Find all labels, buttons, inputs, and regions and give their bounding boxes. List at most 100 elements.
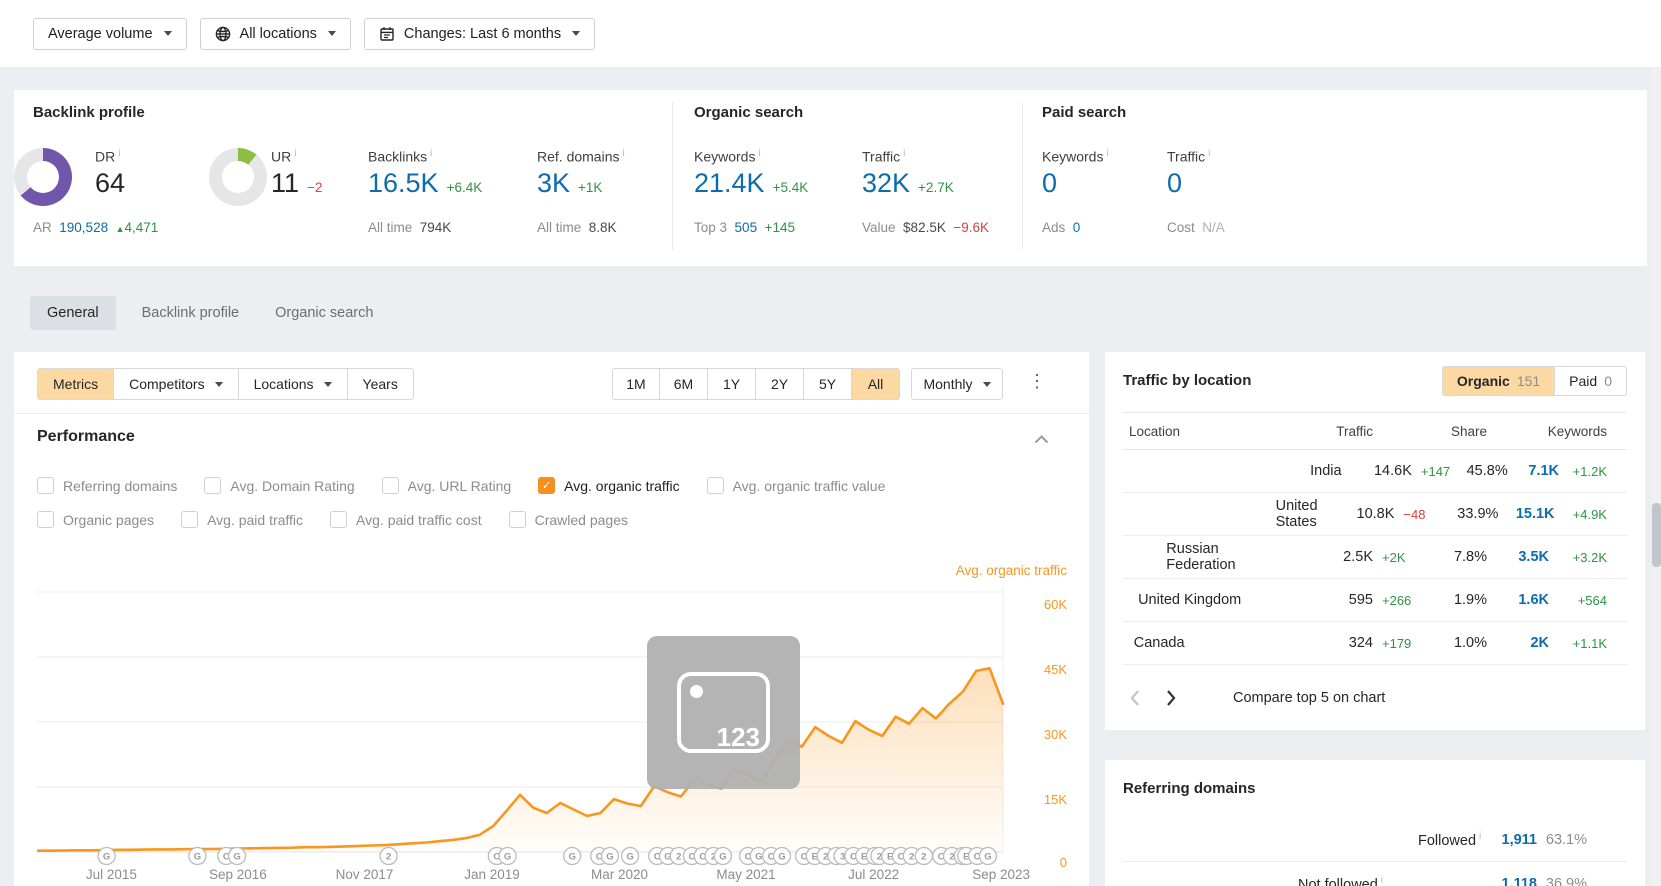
prev-page-chevron-left-icon[interactable] <box>1129 689 1141 707</box>
next-page-chevron-right-icon[interactable] <box>1165 689 1177 707</box>
info-icon[interactable]: i <box>758 148 760 159</box>
average-volume-dropdown[interactable]: Average volume <box>33 18 187 50</box>
scrollbar-track[interactable] <box>1652 67 1661 886</box>
google-update-marker[interactable]: 2 <box>915 848 932 865</box>
info-icon[interactable]: i <box>622 148 624 159</box>
performance-chart[interactable]: 60K45K30K15K0GGCG2CGGCGGCG2CC2GCGCGCE2A3… <box>37 557 1070 883</box>
info-icon[interactable]: i <box>118 148 120 159</box>
traffic-by-location-panel: Traffic by location Organic 151 Paid 0 L… <box>1105 352 1645 730</box>
more-options-icon[interactable]: ⋮ <box>1028 372 1046 390</box>
google-update-marker[interactable]: G <box>564 848 581 865</box>
all-locations-dropdown[interactable]: All locations <box>200 18 351 50</box>
overview-tabs: General Backlink profile Organic search <box>30 294 383 332</box>
google-update-marker[interactable]: 2 <box>380 848 397 865</box>
location-traffic-change: −48 <box>1394 507 1442 522</box>
info-icon[interactable]: i <box>1479 831 1481 842</box>
tab-organic-search[interactable]: Organic search <box>265 296 383 330</box>
organic-traffic-chart-canvas[interactable]: 60K45K30K15K0GGCG2CGGCGGCG2CC2GCGCGCE2A3… <box>37 557 1070 883</box>
google-update-marker[interactable]: G <box>229 848 246 865</box>
ads-value[interactable]: 0 <box>1073 220 1081 235</box>
info-icon[interactable]: i <box>294 148 296 159</box>
location-traffic: 595 <box>1288 592 1373 608</box>
location-keywords[interactable]: 15.1K <box>1498 506 1554 522</box>
metric-checkbox-avg-paid-traffic[interactable]: Avg. paid traffic <box>181 511 303 528</box>
range-1m-button[interactable]: 1M <box>612 368 660 400</box>
range-5y-button[interactable]: 5Y <box>804 368 852 400</box>
ref-domains-stat: Ref. domainsi 3K+1K All time 8.8K <box>537 148 625 199</box>
row-value[interactable]: 1,118 <box>1502 876 1538 886</box>
range-2y-button[interactable]: 2Y <box>756 368 804 400</box>
info-icon[interactable]: i <box>1208 148 1210 159</box>
location-name: Canada <box>1134 635 1288 651</box>
chevron-down-icon <box>215 382 223 387</box>
ar-value[interactable]: 190,528 <box>59 220 108 235</box>
location-traffic-change: +147 <box>1412 464 1457 479</box>
divider <box>14 413 1089 414</box>
collapse-chevron-up-icon[interactable] <box>1034 432 1049 447</box>
location-share: 33.9% <box>1442 506 1498 522</box>
svg-text:G: G <box>103 851 110 862</box>
info-icon[interactable]: i <box>1106 148 1108 159</box>
location-keywords[interactable]: 1.6K <box>1487 592 1549 608</box>
backlinks-value[interactable]: 16.5K <box>368 168 439 198</box>
metric-checkbox-avg-organic-traffic-value[interactable]: Avg. organic traffic value <box>707 477 886 494</box>
metric-checkbox-avg-paid-traffic-cost[interactable]: Avg. paid traffic cost <box>330 511 482 528</box>
google-update-marker[interactable]: G <box>98 848 115 865</box>
metric-checkbox-avg-organic-traffic[interactable]: ✓Avg. organic traffic <box>538 477 679 494</box>
filter-metrics-button[interactable]: Metrics <box>37 368 114 400</box>
google-update-marker[interactable]: G <box>714 848 731 865</box>
organic-traffic-stat: Traffici 32K+2.7K Value $82.5K −9.6K <box>862 148 954 199</box>
google-update-marker[interactable]: G <box>602 848 619 865</box>
image-placeholder-watermark: 123 <box>647 636 800 789</box>
referring-domains-title: Referring domains <box>1123 780 1256 797</box>
google-update-marker[interactable]: G <box>979 848 996 865</box>
filter-years-button[interactable]: Years <box>348 368 414 400</box>
metric-checkbox-crawled-pages[interactable]: Crawled pages <box>509 511 628 528</box>
google-update-marker[interactable]: G <box>774 848 791 865</box>
range-all-button[interactable]: All <box>852 368 900 400</box>
filter-locations-button[interactable]: Locations <box>239 368 348 400</box>
location-keywords[interactable]: 7.1K <box>1508 463 1559 479</box>
compare-top5-link[interactable]: Compare top 5 on chart <box>1233 690 1385 706</box>
paid-keywords-value: 0 <box>1042 168 1057 198</box>
toggle-organic-button[interactable]: Organic 151 <box>1443 367 1554 395</box>
row-value[interactable]: 1,911 <box>1502 832 1538 848</box>
location-keywords-change: +4.9K <box>1555 507 1607 522</box>
top3-value[interactable]: 505 <box>735 220 758 235</box>
info-icon[interactable]: i <box>1381 875 1383 886</box>
tab-backlink-profile[interactable]: Backlink profile <box>132 296 250 330</box>
google-update-marker[interactable]: G <box>499 848 516 865</box>
metric-checkbox-avg-url-rating[interactable]: Avg. URL Rating <box>382 477 512 494</box>
info-icon[interactable]: i <box>430 148 432 159</box>
average-volume-label: Average volume <box>48 26 153 42</box>
organic-search-title: Organic search <box>694 104 803 121</box>
svg-text:30K: 30K <box>1044 727 1067 742</box>
metric-checkbox-organic-pages[interactable]: Organic pages <box>37 511 154 528</box>
all-locations-label: All locations <box>240 26 317 42</box>
filter-competitors-button[interactable]: Competitors <box>114 368 238 400</box>
location-keywords[interactable]: 3.5K <box>1487 549 1549 565</box>
backlinks-alltime-value: 794K <box>420 220 452 235</box>
organic-keywords-value[interactable]: 21.4K <box>694 168 765 198</box>
google-update-marker[interactable]: G <box>622 848 639 865</box>
metric-checkbox-referring-domains[interactable]: Referring domains <box>37 477 177 494</box>
paid-count: 0 <box>1604 373 1612 389</box>
granularity-dropdown[interactable]: Monthly <box>911 368 1003 400</box>
location-keywords[interactable]: 2K <box>1487 635 1549 651</box>
ref-domains-value[interactable]: 3K <box>537 168 570 198</box>
changes-period-dropdown[interactable]: Changes: Last 6 months <box>364 18 595 50</box>
range-6m-button[interactable]: 6M <box>660 368 708 400</box>
scrollbar-thumb[interactable] <box>1652 503 1661 567</box>
referring-domains-panel: Referring domains Followedi1,91163.1%Not… <box>1105 760 1645 886</box>
header-share: Share <box>1425 424 1487 439</box>
info-icon[interactable]: i <box>903 148 905 159</box>
organic-traffic-value[interactable]: 32K <box>862 168 910 198</box>
google-update-marker[interactable]: G <box>189 848 206 865</box>
chevron-down-icon <box>328 31 336 36</box>
metric-checkbox-avg-domain-rating[interactable]: Avg. Domain Rating <box>204 477 354 494</box>
tab-general[interactable]: General <box>30 296 116 330</box>
range-1y-button[interactable]: 1Y <box>708 368 756 400</box>
toggle-paid-button[interactable]: Paid 0 <box>1554 367 1626 395</box>
backlink-profile-title: Backlink profile <box>33 104 145 121</box>
location-keywords-change: +1.2K <box>1559 464 1607 479</box>
